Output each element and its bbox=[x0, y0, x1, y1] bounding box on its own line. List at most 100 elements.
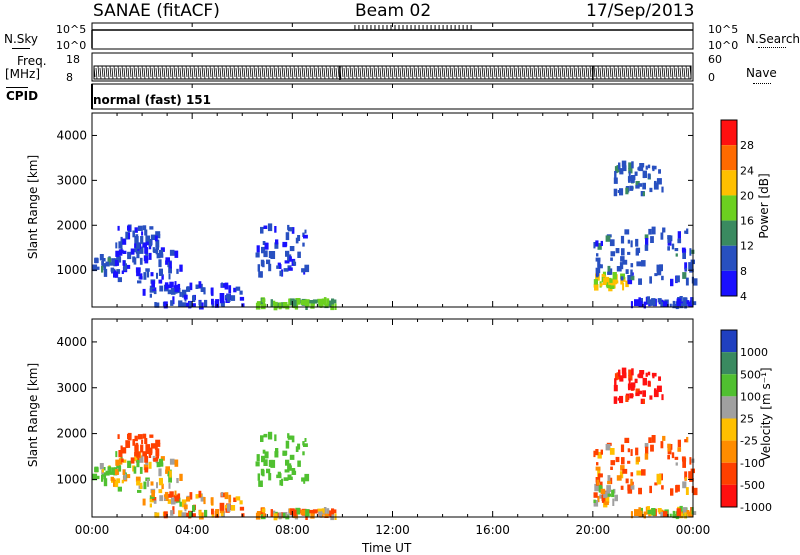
nave-trace-segment bbox=[565, 65, 568, 78]
power-cell bbox=[221, 282, 224, 288]
velocity-cell bbox=[635, 447, 639, 456]
nave-trace-segment bbox=[539, 67, 542, 80]
power-colorbar-tick-label: 4 bbox=[740, 290, 747, 303]
velocity-cell bbox=[179, 501, 182, 507]
nave-trace-segment bbox=[345, 65, 348, 78]
velocity-cell bbox=[630, 472, 634, 477]
nave-trace-segment bbox=[465, 65, 468, 78]
power-y-tick-label: 2000 bbox=[56, 218, 87, 232]
velocity-cell bbox=[669, 513, 672, 518]
nave-trace-segment bbox=[419, 67, 422, 80]
power-cell bbox=[689, 269, 694, 273]
velocity-cell bbox=[179, 473, 183, 481]
power-cell bbox=[156, 234, 161, 239]
power-colorbar-swatch bbox=[721, 170, 737, 196]
velocity-colorbar-tick-label: 1000 bbox=[740, 346, 768, 359]
velocity-cell bbox=[629, 393, 634, 399]
power-cell bbox=[181, 289, 187, 298]
power-cell bbox=[672, 300, 676, 305]
velocity-colorbar-swatch bbox=[721, 352, 737, 375]
velocity-cell bbox=[619, 471, 624, 479]
power-cell bbox=[684, 302, 687, 309]
power-cell bbox=[137, 225, 143, 231]
power-y-tick-label: 3000 bbox=[56, 173, 87, 187]
velocity-cell bbox=[134, 444, 139, 452]
power-colorbar-swatch bbox=[721, 245, 737, 271]
freq-tick-high: 18 bbox=[66, 53, 80, 66]
nave-trace-segment bbox=[449, 65, 452, 78]
power-cell bbox=[647, 164, 651, 169]
velocity-cell bbox=[146, 479, 150, 487]
power-colorbar-tick-label: 8 bbox=[740, 265, 747, 278]
velocity-cell bbox=[101, 469, 104, 473]
velocity-cell bbox=[177, 493, 181, 499]
power-cell bbox=[301, 268, 305, 273]
velocity-cell bbox=[291, 435, 295, 443]
power-cell bbox=[282, 241, 288, 247]
velocity-cell bbox=[607, 480, 612, 485]
velocity-cell bbox=[595, 449, 599, 456]
nave-trace-segment bbox=[617, 65, 620, 78]
nave-trace-segment bbox=[177, 65, 180, 78]
velocity-cell bbox=[305, 512, 308, 520]
nave-trace-segment bbox=[611, 67, 614, 80]
velocity-cell bbox=[644, 453, 649, 460]
nave-trace-segment bbox=[277, 65, 280, 78]
velocity-cell bbox=[142, 433, 147, 439]
velocity-cell bbox=[141, 439, 144, 445]
nave-trace-segment bbox=[525, 65, 528, 78]
power-cell bbox=[677, 238, 682, 244]
nave-trace-segment bbox=[387, 67, 390, 80]
velocity-cell bbox=[276, 474, 281, 479]
nave-trace-segment bbox=[255, 67, 258, 80]
power-cell bbox=[293, 299, 297, 307]
velocity-cell bbox=[166, 494, 172, 498]
velocity-cell bbox=[220, 512, 224, 517]
velocity-cell bbox=[101, 475, 104, 482]
power-cell bbox=[101, 263, 105, 268]
power-cell bbox=[616, 266, 622, 272]
power-cell bbox=[686, 228, 689, 234]
power-cell bbox=[644, 234, 649, 240]
nave-trace-segment bbox=[365, 65, 368, 78]
velocity-cell bbox=[284, 469, 290, 473]
velocity-cell bbox=[135, 456, 140, 463]
velocity-cell bbox=[647, 509, 652, 515]
nave-trace-segment bbox=[331, 67, 334, 80]
power-cell bbox=[669, 235, 673, 242]
velocity-cell bbox=[287, 435, 293, 440]
velocity-cell bbox=[261, 508, 266, 513]
velocity-cell bbox=[635, 388, 640, 394]
power-cell bbox=[642, 191, 645, 196]
nave-trace-segment bbox=[469, 65, 472, 78]
velocity-cell bbox=[293, 470, 297, 475]
velocity-cell bbox=[303, 443, 308, 447]
velocity-colorbar-tick-label: -1000 bbox=[740, 501, 772, 514]
power-cell bbox=[684, 262, 688, 270]
power-cell bbox=[291, 227, 295, 234]
nave-trace-segment bbox=[249, 65, 252, 78]
noise-tick-high-left: 10^5 bbox=[56, 23, 87, 36]
nave-trace-segment bbox=[215, 67, 218, 80]
velocity-cell bbox=[111, 467, 116, 472]
nave-trace-segment bbox=[661, 65, 664, 78]
velocity-cell bbox=[105, 470, 110, 476]
nave-trace-segment bbox=[461, 65, 464, 78]
velocity-cell bbox=[616, 475, 622, 481]
power-cell bbox=[267, 223, 273, 232]
nsearch-label: N.Search bbox=[746, 32, 800, 46]
nave-trace-segment bbox=[287, 67, 290, 80]
nave-trace-segment bbox=[637, 65, 640, 78]
velocity-cell bbox=[262, 510, 265, 518]
nave-trace-segment bbox=[587, 67, 590, 80]
velocity-cell bbox=[130, 457, 135, 464]
power-cell bbox=[141, 231, 144, 236]
power-cell bbox=[652, 165, 655, 172]
nave-trace-segment bbox=[653, 65, 656, 78]
velocity-cell bbox=[620, 465, 625, 471]
velocity-cell bbox=[109, 467, 112, 475]
power-cell bbox=[228, 285, 232, 294]
velocity-cell bbox=[211, 508, 214, 515]
velocity-cell bbox=[624, 437, 630, 443]
power-cell bbox=[629, 185, 634, 191]
